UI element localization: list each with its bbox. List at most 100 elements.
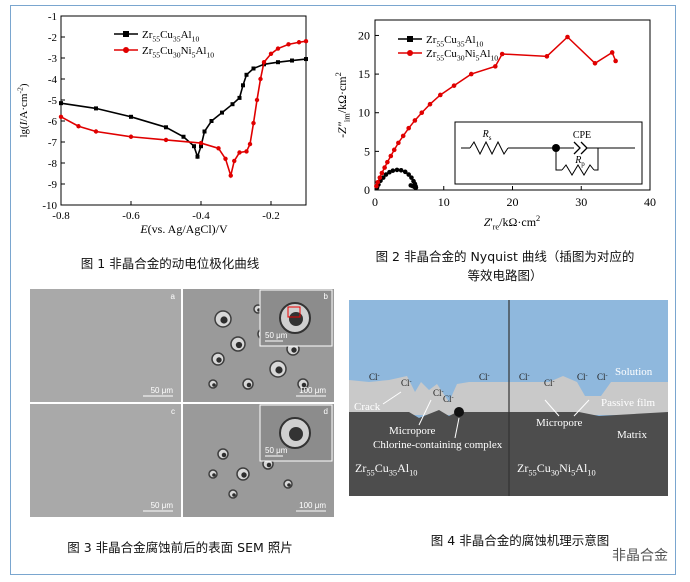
- data-point: [383, 172, 389, 177]
- data-point: [276, 60, 280, 65]
- micropore-left-label: Micropore: [389, 425, 436, 437]
- pit-core: [291, 347, 297, 353]
- scale-bar-label: 100 μm: [299, 501, 326, 510]
- chloride-ion: Cl-: [443, 393, 454, 404]
- y-tick-label: -5: [48, 95, 58, 107]
- data-point: [382, 165, 387, 170]
- cpe-label: CPE: [573, 130, 591, 141]
- x-axis-label: Z're/kΩ·cm2: [484, 214, 540, 231]
- data-point: [232, 158, 237, 164]
- circuit-inset-frame: [454, 121, 643, 185]
- data-point: [385, 159, 390, 165]
- y-tick-label: 20: [358, 28, 370, 42]
- pit-core: [220, 316, 228, 324]
- pit-core: [275, 366, 283, 374]
- corrosion-mechanism-diagram: Solution Passive film Matrix Crack Micropore…: [349, 300, 668, 496]
- data-point: [387, 169, 392, 175]
- data-point: [451, 83, 457, 88]
- data-point: [396, 140, 401, 146]
- x-tick-label: 40: [644, 195, 656, 209]
- watermark-text: 非晶合金: [612, 548, 668, 564]
- data-point: [406, 125, 411, 131]
- scale-bar-label: 50 μm: [151, 386, 174, 395]
- x-tick-label: 20: [507, 195, 519, 209]
- data-point: [409, 175, 414, 180]
- y-tick-label: 0: [364, 183, 370, 197]
- y-tick-label: -3: [48, 53, 58, 65]
- data-point: [247, 141, 253, 147]
- data-point: [268, 51, 274, 56]
- sem-panel-letter: c: [171, 407, 175, 416]
- data-point: [164, 125, 168, 130]
- pointer-line: [544, 399, 560, 417]
- data-point: [394, 167, 400, 173]
- data-point: [220, 110, 224, 115]
- plot-frame: [60, 15, 307, 206]
- data-point: [275, 46, 281, 51]
- data-point: [223, 156, 228, 161]
- complex-label: Chlorine-containing complex: [373, 439, 503, 451]
- micropore-right-label: Micropore: [536, 417, 583, 429]
- data-point: [544, 54, 550, 59]
- pointer-line: [418, 399, 432, 426]
- y-tick-label: -7: [48, 137, 58, 149]
- matrix-label: Matrix: [617, 429, 647, 441]
- pit-core: [246, 382, 252, 388]
- data-point: [375, 179, 381, 185]
- data-point: [565, 34, 570, 40]
- figure3-caption: 图 3 非晶合金腐蚀前后的表面 SEM 照片: [67, 540, 293, 555]
- data-point: [493, 64, 498, 69]
- data-point: [427, 101, 433, 107]
- legend-marker: [123, 47, 129, 53]
- sem-panel-letter: b: [324, 292, 329, 301]
- x-tick-label: -0.8: [52, 210, 70, 222]
- data-point: [438, 92, 443, 98]
- data-point: [58, 114, 64, 120]
- inset-pit-core: [289, 312, 303, 326]
- pit-core: [216, 357, 222, 363]
- data-point: [380, 175, 386, 180]
- data-point: [390, 168, 396, 173]
- y-tick-label: 15: [358, 67, 370, 81]
- data-point: [216, 146, 221, 151]
- data-point: [237, 150, 242, 155]
- chloride-ion: Cl-: [401, 377, 412, 388]
- legend-label: Zr55Cu35Al10: [142, 29, 199, 43]
- pit-core: [235, 341, 243, 349]
- x-tick-label: -0.4: [192, 210, 210, 222]
- solution-label: Solution: [615, 366, 653, 378]
- sem-panel-a: [30, 289, 181, 402]
- figure2-caption: 图 2 非晶合金的 Nyquist 曲线（插图为对应的 等效电路图）: [345, 247, 665, 285]
- chloride-ion: Cl-: [433, 387, 444, 398]
- highlight-box: [287, 306, 301, 318]
- data-point: [244, 72, 249, 77]
- crack-label: Crack: [354, 401, 381, 413]
- rs-label: Rs: [482, 129, 492, 142]
- pit-core: [212, 383, 216, 387]
- legend-label: Zr55Cu35Al10: [426, 34, 483, 48]
- sem-panel-letter: d: [324, 407, 328, 416]
- data-point: [412, 118, 418, 123]
- passive-film-label: Passive film: [601, 397, 656, 409]
- data-point: [241, 83, 245, 88]
- inset-pit-core: [289, 427, 303, 441]
- x-tick-label: -0.2: [262, 210, 279, 222]
- resistor-rs: [469, 140, 509, 156]
- scale-bar-label: 50 μm: [151, 501, 174, 510]
- sem-panel-c: [30, 404, 181, 517]
- data-point: [377, 175, 383, 180]
- data-point: [398, 167, 404, 173]
- data-point: [94, 106, 98, 111]
- data-point: [408, 183, 414, 188]
- pointer-line: [454, 417, 460, 439]
- pointer-line: [573, 399, 590, 417]
- figure-frame: [10, 5, 676, 575]
- y-tick-label: -2: [48, 32, 57, 44]
- inset-scale-label: 50 μm: [265, 446, 288, 455]
- figure1-caption: 图 1 非晶合金的动电位极化曲线: [80, 256, 260, 271]
- chloride-ion: Cl-: [519, 371, 530, 382]
- figure4-caption: 图 4 非晶合金的腐蚀机理示意图: [430, 533, 610, 548]
- pit-core: [287, 483, 291, 487]
- data-point: [499, 51, 505, 57]
- y-tick-label: -1: [48, 11, 57, 23]
